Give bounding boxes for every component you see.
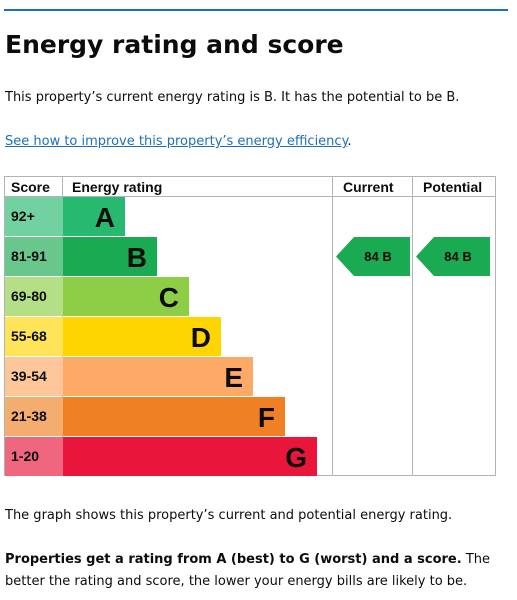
score-cell: 21-38 — [5, 397, 63, 436]
rating-bar: A — [63, 197, 125, 236]
top-rule — [4, 9, 508, 11]
score-tint — [5, 317, 63, 356]
rating-bar: F — [63, 397, 285, 436]
score-label: 92+ — [11, 208, 35, 224]
title: Energy rating and score — [5, 30, 344, 59]
arrow-shape — [336, 237, 410, 276]
score-cell: 81-91 — [5, 237, 63, 276]
score-cell: 39-54 — [5, 357, 63, 396]
score-tint — [5, 277, 63, 316]
current-header: Current — [343, 179, 394, 195]
rating-bar: B — [63, 237, 157, 276]
score-cell: 92+ — [5, 197, 63, 236]
arrow-shape — [416, 237, 490, 276]
rating-bar: D — [63, 317, 221, 356]
score-label: 21-38 — [11, 408, 47, 424]
note-text: The graph shows this property’s current … — [5, 508, 453, 523]
bold-text: Properties get a rating from A (best) to… — [5, 552, 462, 567]
score-tint — [5, 357, 63, 396]
arrow-label: 84 B — [364, 249, 391, 264]
column-rule — [412, 177, 413, 475]
score-tint — [5, 397, 63, 436]
rating-header: Energy rating — [72, 179, 163, 195]
intro-text: This property’s current energy rating is… — [5, 90, 460, 105]
potential-header: Potential — [423, 179, 483, 195]
score-label: 81-91 — [11, 248, 47, 264]
arrow-label: 84 B — [444, 249, 471, 264]
rating-bar: G — [63, 437, 317, 476]
score-tint — [5, 437, 63, 476]
link-line: See how to improve this property’s energ… — [5, 134, 352, 149]
rating-table: Score Energy rating Current Potential 92… — [4, 176, 496, 476]
rating-arrow: 84 B — [336, 237, 410, 276]
score-cell: 55-68 — [5, 317, 63, 356]
explanation-rest: The better the rating and score, the low… — [5, 552, 490, 589]
score-cell: 69-80 — [5, 277, 63, 316]
score-tint — [5, 197, 63, 236]
column-rule — [332, 177, 333, 475]
score-header: Score — [11, 179, 50, 195]
score-label: 39-54 — [11, 368, 47, 384]
score-label: 55-68 — [11, 328, 47, 344]
explanation: Properties get a rating from A (best) to… — [5, 549, 505, 593]
improve-link[interactable]: See how to improve this property’s energ… — [5, 134, 348, 149]
rating-arrow: 84 B — [416, 237, 490, 276]
score-cell: 1-20 — [5, 437, 63, 476]
header-rule — [5, 196, 495, 197]
score-tint — [5, 237, 63, 276]
link-end: . — [347, 134, 352, 149]
score-label: 69-80 — [11, 288, 47, 304]
score-label: 1-20 — [11, 448, 40, 464]
rating-bar: E — [63, 357, 253, 396]
rating-bar: C — [63, 277, 189, 316]
